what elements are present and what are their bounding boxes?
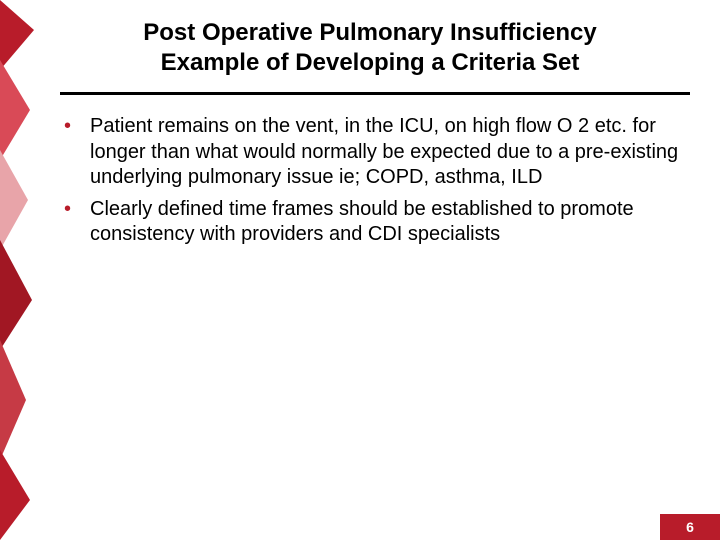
list-item: Clearly defined time frames should be es… [60,197,680,248]
list-item: Patient remains on the vent, in the ICU,… [60,114,680,191]
title-line-2: Example of Developing a Criteria Set [60,48,680,78]
tri-3 [0,150,28,250]
title-divider [60,92,690,95]
page-number-box: 6 [660,514,720,540]
slide-title: Post Operative Pulmonary Insufficiency E… [60,18,680,78]
tri-4 [0,240,32,350]
bullet-text: Patient remains on the vent, in the ICU,… [90,115,678,188]
bullet-list: Patient remains on the vent, in the ICU,… [60,114,680,248]
tri-2 [0,60,30,160]
page-number: 6 [686,519,694,535]
title-line-1: Post Operative Pulmonary Insufficiency [60,18,680,48]
bullet-text: Clearly defined time frames should be es… [90,198,634,246]
tri-6 [0,450,30,540]
tri-1 [0,0,34,70]
left-decoration [0,0,34,540]
tri-5 [0,340,26,460]
slide-body: Patient remains on the vent, in the ICU,… [60,114,680,254]
